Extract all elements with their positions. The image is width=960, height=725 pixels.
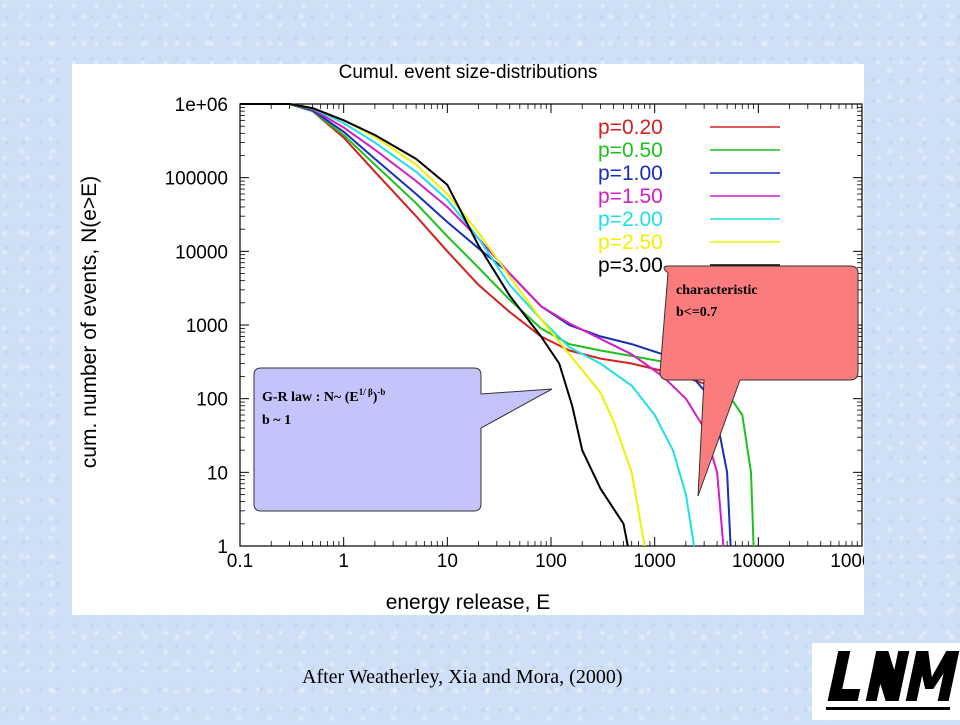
x-tick-label: 10 — [437, 551, 458, 572]
gr-law-b-text: b ~ 1 — [262, 413, 291, 428]
x-tick-label: 0.1 — [227, 551, 253, 572]
series-layer — [240, 103, 755, 547]
axes-layer: 0.11101001000100001000001101001000100001… — [165, 95, 864, 572]
legend-label: p=1.50 — [598, 185, 663, 208]
characteristic-callout-bubble — [659, 265, 859, 497]
characteristic-b-text: b<=0.7 — [676, 305, 717, 320]
x-axis-label: energy release, E — [386, 591, 551, 614]
legend-label: p=2.50 — [598, 231, 663, 254]
chart-panel: Cumul. event size-distributions energy r… — [72, 64, 864, 615]
y-axis-label: cum. number of events, N(e>E) — [78, 176, 101, 468]
lnm-logo-mark — [826, 651, 960, 710]
y-tick-label: 10 — [207, 463, 228, 484]
x-tick-label: 1000 — [634, 551, 676, 572]
y-tick-label: 1e+06 — [175, 95, 228, 116]
x-tick-label: 10000 — [732, 551, 785, 572]
gr-law-text: G-R law : N~ (E1/ β)-b — [262, 387, 385, 405]
y-tick-label: 1000 — [186, 316, 228, 337]
legend-label: p=2.00 — [598, 208, 663, 231]
event-size-distribution-chart: Cumul. event size-distributions energy r… — [78, 64, 864, 614]
y-tick-label: 1 — [217, 537, 228, 558]
gr-law-callout: G-R law : N~ (E1/ β)-b b ~ 1 — [253, 367, 553, 512]
legend-label: p=1.00 — [598, 162, 663, 185]
lnm-logo — [812, 643, 960, 720]
chart-title: Cumul. event size-distributions — [339, 64, 598, 83]
gr-law-callout-bubble — [253, 367, 553, 512]
characteristic-callout: characteristic b<=0.7 — [659, 265, 859, 497]
x-tick-label: 1 — [338, 551, 349, 572]
legend-label: p=3.00 — [598, 254, 663, 277]
y-tick-label: 100 — [196, 390, 228, 411]
x-tick-label: 100000 — [830, 551, 864, 572]
characteristic-text: characteristic — [676, 283, 758, 298]
legend-label: p=0.50 — [598, 139, 663, 162]
series-line-p=2.00 — [240, 103, 696, 547]
y-tick-label: 10000 — [175, 242, 228, 263]
series-line-p=3.00 — [240, 103, 629, 547]
series-line-p=1.50 — [240, 103, 725, 547]
legend-label: p=0.20 — [598, 116, 663, 139]
x-tick-label: 100 — [535, 551, 567, 572]
y-tick-label: 100000 — [165, 169, 228, 190]
legend: p=0.20p=0.50p=1.00p=1.50p=2.00p=2.50p=3.… — [598, 116, 780, 277]
citation-caption: After Weatherley, Xia and Mora, (2000) — [302, 666, 623, 688]
